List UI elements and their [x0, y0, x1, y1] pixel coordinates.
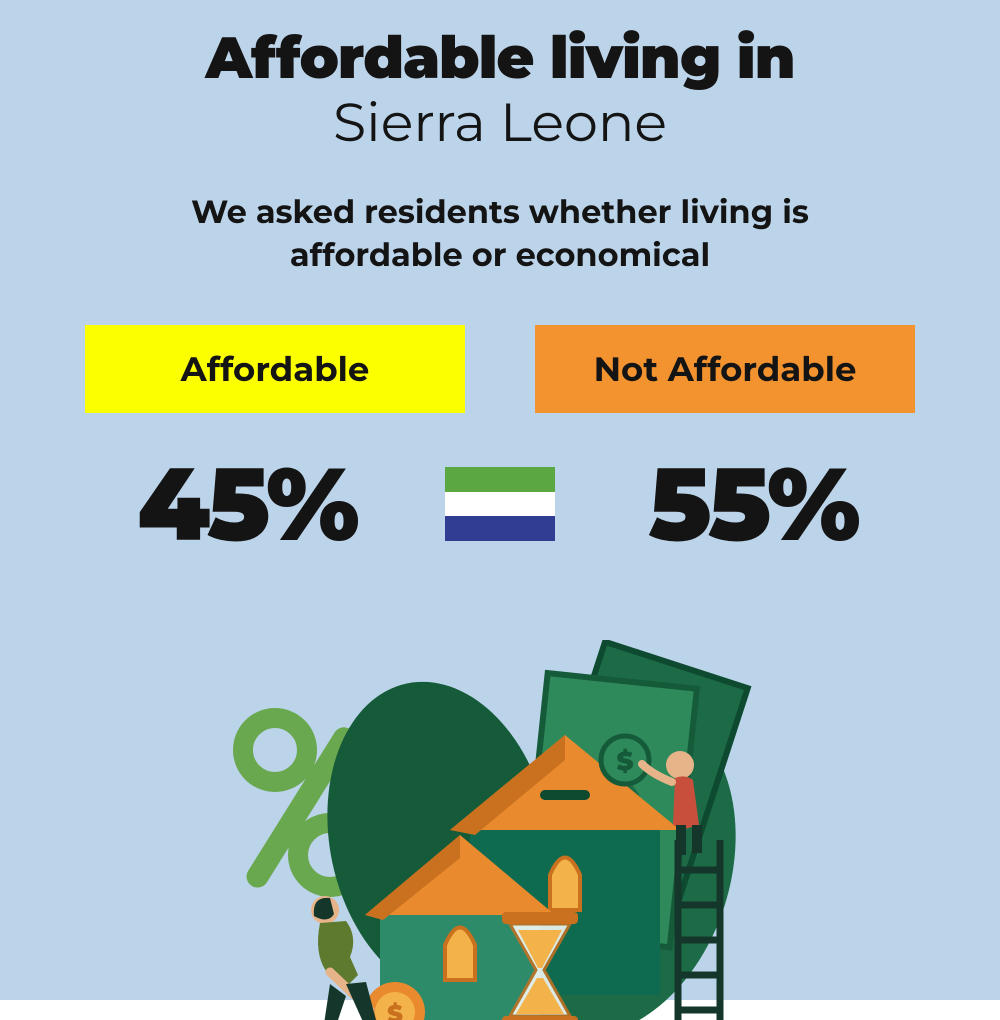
title-line1: Affordable living in — [0, 28, 1000, 89]
svg-text:$: $ — [616, 745, 633, 777]
svg-text:$: $ — [387, 1000, 403, 1020]
option-affordable-label: Affordable — [181, 348, 370, 390]
sierra-leone-flag-icon — [445, 467, 555, 541]
subtitle-text: We asked residents whether living is aff… — [120, 191, 880, 277]
title-block: Affordable living in Sierra Leone — [0, 0, 1000, 153]
not-affordable-percent: 55% — [603, 441, 903, 566]
option-not-affordable-pill: Not Affordable — [535, 325, 915, 413]
option-not-affordable-label: Not Affordable — [594, 348, 857, 390]
options-row: Affordable Not Affordable — [0, 325, 1000, 413]
option-affordable-pill: Affordable — [85, 325, 465, 413]
affordable-percent: 45% — [97, 441, 397, 566]
title-line2: Sierra Leone — [0, 91, 1000, 153]
housing-money-illustration: $ $ — [180, 640, 820, 1020]
infographic-canvas: Affordable living in Sierra Leone We ask… — [0, 0, 1000, 1000]
percent-row: 45% 55% — [0, 441, 1000, 566]
